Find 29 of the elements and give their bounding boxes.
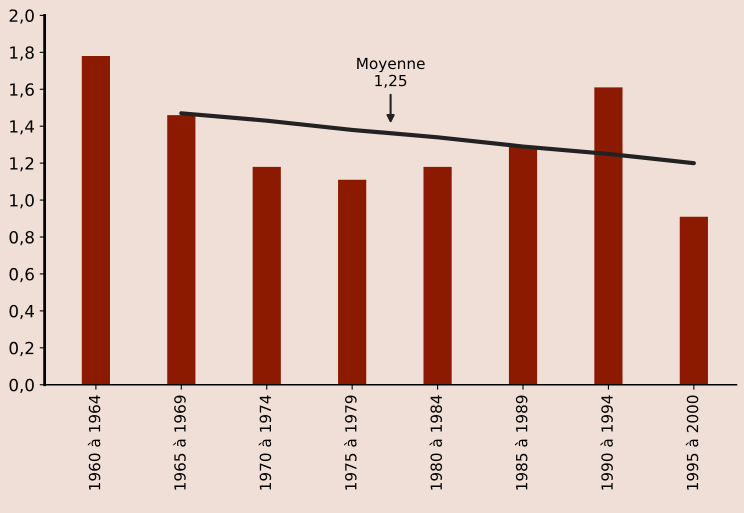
x-tick-label: 1985 à 1989: [515, 396, 528, 490]
bar: [680, 216, 708, 385]
bar: [167, 115, 196, 385]
x-tick-label: 1995 à 2000: [686, 395, 698, 490]
y-tick-label: 0,2: [10, 342, 34, 356]
y-tick-label: 0,6: [10, 268, 34, 282]
y-tick-label: 0,8: [10, 230, 34, 246]
line-series: [179, 111, 696, 166]
bar: [508, 146, 538, 385]
annotation: Moyenne 1,25: [357, 58, 425, 88]
y-tick-label: 1,6: [10, 83, 34, 98]
y-tick-label: 1,8: [10, 46, 34, 61]
y-tick-label: 1,0: [10, 194, 34, 208]
y-tick-label: 1,2: [10, 157, 34, 172]
x-tick-label: 1990 à 1994: [600, 395, 613, 490]
y-tick-label: 1,4: [10, 120, 34, 134]
y-tick-label: 0,0: [10, 378, 34, 394]
x-tick-label: 1965 à 1969: [173, 396, 186, 490]
bar: [338, 180, 366, 385]
y-tick-label: 2,0: [10, 9, 34, 24]
x-tick-label: 1960 à 1964: [88, 395, 100, 490]
x-tick-label: 1970 à 1974: [258, 395, 272, 490]
bar: [252, 166, 281, 385]
y-tick-label: 0,4: [10, 304, 34, 320]
bar: [594, 87, 623, 385]
bar: [423, 166, 452, 385]
bar: [82, 56, 110, 385]
x-tick-label: 1980 à 1984: [430, 395, 442, 490]
x-tick-label: 1975 à 1979: [344, 396, 357, 490]
